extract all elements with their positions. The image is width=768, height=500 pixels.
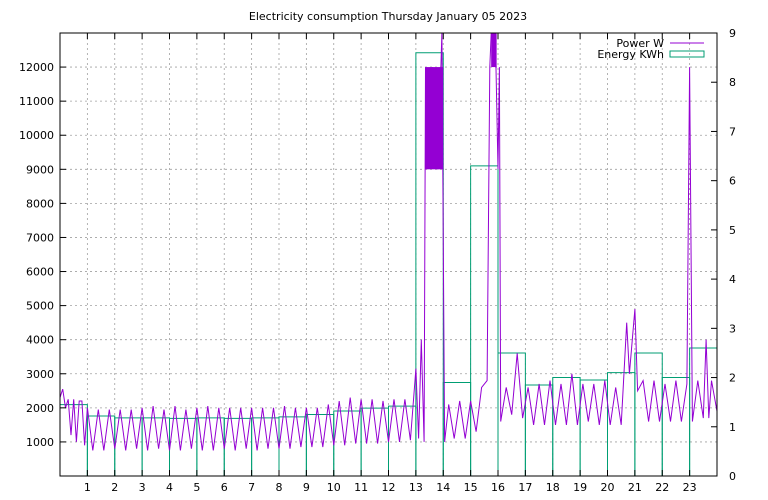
legend-label-energy: Energy KWh (597, 48, 664, 61)
x-tick-label: 12 (382, 481, 396, 494)
energy-bar (470, 165, 499, 476)
y-right-tick-label: 5 (729, 224, 736, 237)
y-left-tick-label: 10000 (19, 129, 54, 142)
y-left-tick-label: 5000 (26, 300, 54, 313)
x-tick-label: 17 (518, 481, 532, 494)
x-tick-label: 4 (166, 481, 173, 494)
legend-label-power: Power W (616, 37, 664, 50)
x-tick-label: 21 (628, 481, 642, 494)
y-left-tick-label: 2000 (26, 402, 54, 415)
y-right-tick-label: 6 (729, 175, 736, 188)
y-left-tick-label: 9000 (26, 163, 54, 176)
y-left-tick-label: 8000 (26, 197, 54, 210)
y-right-tick-label: 2 (729, 372, 736, 385)
x-tick-label: 1 (84, 481, 91, 494)
x-tick-label: 11 (354, 481, 368, 494)
x-tick-label: 15 (464, 481, 478, 494)
x-tick-label: 8 (276, 481, 283, 494)
power-dense-block (425, 67, 444, 170)
x-tick-label: 18 (546, 481, 560, 494)
y-left-tick-label: 3000 (26, 368, 54, 381)
x-tick-label: 7 (248, 481, 255, 494)
y-right-tick-label: 7 (729, 125, 736, 138)
y-left-tick-label: 7000 (26, 231, 54, 244)
grid (60, 33, 717, 476)
x-tick-label: 14 (436, 481, 450, 494)
y-right-tick-label: 0 (729, 470, 736, 483)
x-tick-label: 19 (573, 481, 587, 494)
axis-ticks: 1 2 3 4 5 6 7 8 9 10 11 12 13 14 15 16 17 18 19 20 21 22 23100… (19, 27, 736, 494)
y-right-tick-label: 4 (729, 273, 736, 286)
x-tick-label: 3 (139, 481, 146, 494)
y-left-tick-label: 12000 (19, 61, 54, 74)
y-left-tick-label: 1000 (26, 436, 54, 449)
power-line (60, 33, 717, 451)
chart-title: Electricity consumption Thursday January… (249, 10, 527, 23)
x-tick-label: 10 (327, 481, 341, 494)
y-right-tick-label: 9 (729, 27, 736, 40)
x-tick-label: 5 (193, 481, 200, 494)
x-tick-label: 9 (303, 481, 310, 494)
legend: Power W Energy KWh (597, 37, 705, 61)
y-right-tick-label: 3 (729, 322, 736, 335)
y-left-tick-label: 11000 (19, 95, 54, 108)
power-dense-block (491, 33, 497, 68)
x-tick-label: 6 (221, 481, 228, 494)
x-tick-label: 16 (491, 481, 505, 494)
x-tick-label: 2 (111, 481, 118, 494)
x-tick-label: 23 (683, 481, 697, 494)
y-right-tick-label: 8 (729, 76, 736, 89)
y-left-tick-label: 6000 (26, 266, 54, 279)
y-left-tick-label: 4000 (26, 334, 54, 347)
x-tick-label: 20 (601, 481, 615, 494)
power-series (60, 33, 717, 451)
y-right-tick-label: 1 (729, 421, 736, 434)
x-tick-label: 22 (655, 481, 669, 494)
legend-swatch-energy (669, 50, 705, 58)
x-tick-label: 13 (409, 481, 423, 494)
